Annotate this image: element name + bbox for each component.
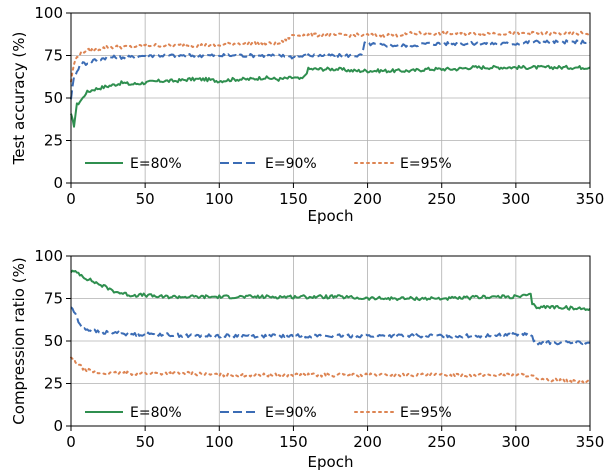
accuracy-y-tick-label: 25 [44,132,63,150]
accuracy-legend-label-3: E=95% [400,156,452,172]
compression-y-axis-label: Compression ratio (%) [10,257,28,424]
accuracy-legend: E=80% E=90% E=95% [85,156,452,172]
compression-x-tick-label: 0 [66,433,76,451]
compression-y-tick-label: 100 [34,247,63,265]
compression-legend-label-1: E=80% [130,405,182,421]
compression-y-tick-label: 75 [44,290,63,308]
accuracy-y-axis-label: Test accuracy (%) [10,32,28,166]
accuracy-legend-label-2: E=90% [265,156,317,172]
compression-ticks: 0 50 100 150 200 250 300 350 0 25 50 75 100 [34,247,604,451]
compression-x-tick-label: 300 [502,433,531,451]
accuracy-y-tick-label: 50 [44,89,63,107]
accuracy-y-tick-label: 75 [44,47,63,65]
accuracy-series-2-line [70,39,591,100]
compression-x-axis-label: Epoch [308,453,354,471]
compression-x-tick-label: 50 [136,433,155,451]
compression-legend-label-3: E=95% [400,405,452,421]
compression-legend: E=80% E=90% E=95% [85,405,452,421]
accuracy-x-tick-label: 350 [576,190,605,208]
accuracy-x-tick-label: 0 [66,190,76,208]
compression-x-tick-label: 350 [576,433,605,451]
compression-x-tick-label: 100 [205,433,234,451]
compression-legend-label-2: E=90% [265,405,317,421]
accuracy-series-3-line [70,30,591,83]
accuracy-y-tick-label: 0 [53,174,63,192]
compression-y-tick-label: 50 [44,332,63,350]
accuracy-x-tick-label: 200 [353,190,382,208]
accuracy-x-tick-label: 150 [279,190,308,208]
compression-x-tick-label: 150 [279,433,308,451]
compression-series-3-line [70,356,591,385]
accuracy-series-1-line [70,64,591,128]
accuracy-ticks: 0 50 100 150 200 250 300 350 0 25 50 75 100 [34,4,604,208]
compression-y-tick-label: 0 [53,417,63,435]
accuracy-x-tick-label: 100 [205,190,234,208]
accuracy-x-tick-label: 300 [502,190,531,208]
compression-series-1-line [70,269,591,311]
accuracy-x-axis-label: Epoch [308,207,354,225]
compression-y-tick-label: 25 [44,375,63,393]
compression-series-2-line [70,306,591,346]
accuracy-legend-label-1: E=80% [130,156,182,172]
accuracy-y-tick-label: 100 [34,4,63,22]
compression-subplot: 0 50 100 150 200 250 300 350 0 25 50 75 100 Epoch Co… [10,247,604,471]
accuracy-x-tick-label: 250 [427,190,456,208]
compression-lines [70,269,591,385]
accuracy-lines [70,30,591,128]
accuracy-x-tick-label: 50 [136,190,155,208]
accuracy-subplot: 0 50 100 150 200 250 300 350 0 25 50 75 100 Epoch Te… [10,4,604,225]
compression-x-tick-label: 250 [427,433,456,451]
compression-x-tick-label: 200 [353,433,382,451]
